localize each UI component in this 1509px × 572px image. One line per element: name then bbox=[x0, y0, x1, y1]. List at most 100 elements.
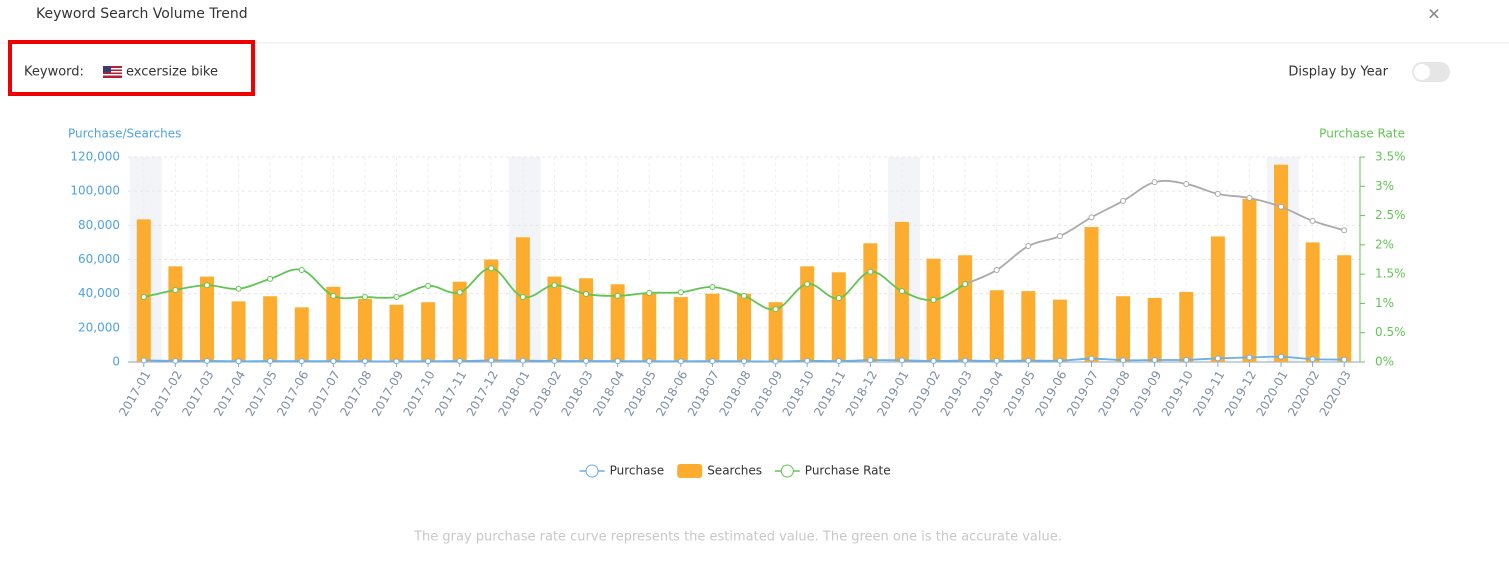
point bbox=[1278, 353, 1285, 360]
bar bbox=[1147, 297, 1162, 362]
keyword-label: Keyword: bbox=[24, 65, 84, 80]
bar bbox=[1337, 255, 1352, 362]
point bbox=[804, 281, 811, 288]
point bbox=[646, 289, 653, 296]
point bbox=[898, 288, 905, 295]
bar bbox=[989, 290, 1004, 362]
point bbox=[203, 282, 210, 289]
y-tick-label: 80,000 bbox=[78, 218, 120, 232]
point bbox=[1025, 357, 1032, 364]
point bbox=[1309, 356, 1316, 363]
x-tick-label: 2020-03 bbox=[1317, 368, 1354, 418]
bar bbox=[326, 286, 341, 362]
bar bbox=[136, 219, 151, 362]
point bbox=[551, 282, 558, 289]
flag-icon bbox=[103, 66, 122, 78]
point bbox=[267, 358, 274, 365]
bar bbox=[1052, 299, 1067, 362]
point bbox=[677, 289, 684, 296]
toggle-label: Display by Year bbox=[1288, 65, 1388, 80]
y2-tick-label: 3.5% bbox=[1375, 150, 1406, 164]
point bbox=[772, 358, 779, 365]
bar bbox=[673, 297, 688, 362]
point bbox=[867, 268, 874, 275]
point bbox=[330, 292, 337, 299]
point bbox=[646, 358, 653, 365]
bar bbox=[484, 259, 499, 362]
point bbox=[140, 357, 147, 364]
close-button[interactable]: ✕ bbox=[1427, 5, 1440, 24]
y2-tick-label: 1.5% bbox=[1375, 267, 1406, 281]
toggle-switch[interactable] bbox=[1412, 62, 1450, 82]
y2-tick-label: 2.5% bbox=[1375, 208, 1406, 222]
bar bbox=[357, 298, 372, 362]
point bbox=[709, 358, 716, 365]
point bbox=[1183, 356, 1190, 363]
footnote: The gray purchase rate curve represents … bbox=[413, 530, 1062, 545]
point bbox=[298, 267, 305, 274]
point bbox=[1214, 355, 1221, 362]
point bbox=[962, 281, 969, 288]
point bbox=[583, 291, 590, 298]
point bbox=[1151, 179, 1158, 186]
point bbox=[235, 358, 242, 365]
highlight-box bbox=[8, 40, 255, 96]
bar bbox=[1021, 291, 1036, 362]
y-tick-label: 20,000 bbox=[78, 320, 120, 334]
bar bbox=[263, 296, 278, 362]
legend-label: Purchase Rate bbox=[805, 464, 891, 478]
y-axis-title: Purchase/Searches bbox=[68, 127, 181, 141]
point bbox=[1309, 217, 1316, 224]
point bbox=[772, 306, 779, 313]
y2-tick-label: 1% bbox=[1375, 296, 1394, 310]
point bbox=[614, 358, 621, 365]
point bbox=[709, 284, 716, 291]
bar bbox=[737, 293, 751, 362]
point bbox=[898, 357, 905, 364]
point bbox=[1278, 203, 1285, 210]
point bbox=[1151, 357, 1158, 364]
point bbox=[1246, 354, 1253, 361]
bar bbox=[863, 243, 878, 362]
point bbox=[393, 293, 400, 300]
bar bbox=[421, 302, 436, 362]
point bbox=[1246, 195, 1253, 201]
point bbox=[614, 292, 621, 299]
bar bbox=[1274, 164, 1289, 362]
point bbox=[741, 358, 747, 365]
point bbox=[930, 296, 937, 303]
y-tick-label: 100,000 bbox=[70, 184, 120, 198]
point bbox=[203, 357, 210, 364]
bar bbox=[294, 307, 309, 362]
point bbox=[835, 295, 842, 302]
point bbox=[140, 293, 147, 300]
bar bbox=[452, 281, 467, 362]
legend-swatch bbox=[677, 464, 703, 478]
point bbox=[741, 292, 747, 299]
point bbox=[172, 286, 179, 293]
bar bbox=[1210, 236, 1225, 362]
y2-axis-title: Purchase Rate bbox=[1319, 127, 1405, 141]
bar bbox=[1179, 291, 1194, 362]
dialog-title: Keyword Search Volume Trend bbox=[36, 6, 248, 22]
point bbox=[298, 358, 305, 365]
point bbox=[488, 265, 495, 272]
bar bbox=[642, 293, 657, 362]
bar bbox=[1305, 242, 1320, 362]
point bbox=[1056, 357, 1063, 364]
point bbox=[267, 275, 274, 282]
legend-label: Searches bbox=[707, 464, 762, 478]
y-tick-label: 40,000 bbox=[78, 286, 120, 300]
point bbox=[1183, 180, 1190, 187]
legend-swatch bbox=[585, 464, 599, 478]
point bbox=[519, 293, 526, 300]
y2-tick-label: 0% bbox=[1375, 355, 1394, 369]
point bbox=[488, 357, 495, 364]
point bbox=[1214, 190, 1221, 197]
bar bbox=[231, 301, 246, 362]
point bbox=[456, 289, 463, 296]
point bbox=[1025, 243, 1032, 250]
bar bbox=[800, 266, 815, 362]
y2-tick-label: 3% bbox=[1375, 179, 1394, 193]
bar bbox=[831, 272, 846, 362]
